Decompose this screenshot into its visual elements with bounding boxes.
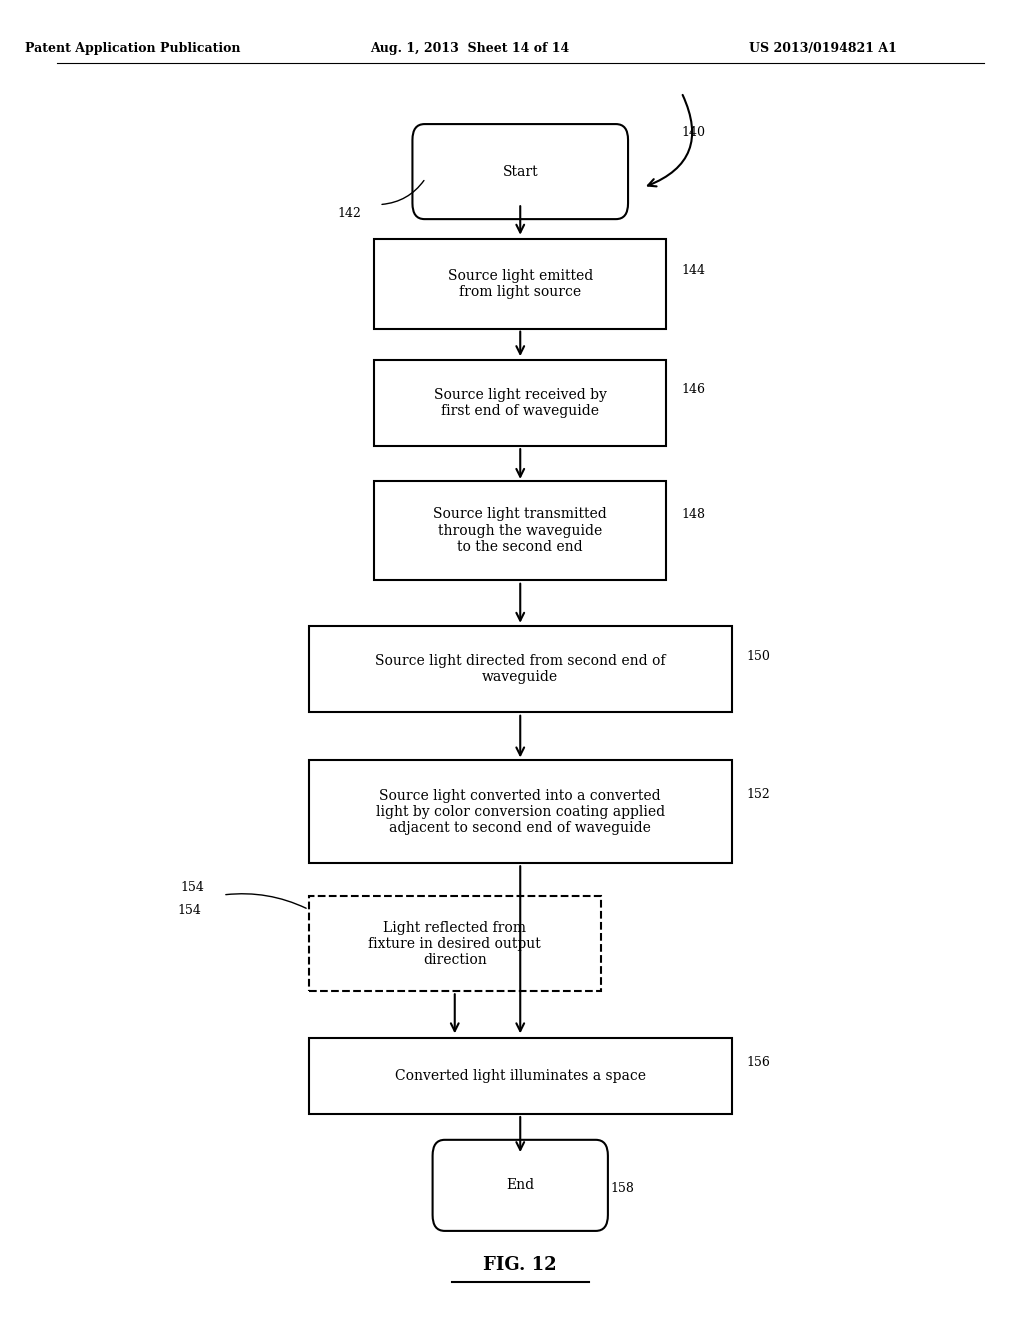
Text: FIG. 12: FIG. 12 — [483, 1255, 557, 1274]
Text: US 2013/0194821 A1: US 2013/0194821 A1 — [749, 42, 896, 55]
Bar — [308, 896, 601, 991]
Text: 144: 144 — [681, 264, 706, 277]
Text: Source light emitted
from light source: Source light emitted from light source — [447, 269, 593, 298]
Text: End: End — [506, 1179, 535, 1192]
Bar — [308, 760, 732, 863]
Bar — [374, 482, 667, 581]
Text: Start: Start — [503, 165, 538, 178]
Text: Light reflected from
fixture in desired output
direction: Light reflected from fixture in desired … — [369, 920, 541, 968]
FancyBboxPatch shape — [432, 1139, 608, 1230]
Text: 154: 154 — [178, 904, 202, 917]
Text: 148: 148 — [681, 508, 706, 521]
Text: 140: 140 — [681, 125, 706, 139]
Text: Source light converted into a converted
light by color conversion coating applie: Source light converted into a converted … — [376, 788, 665, 836]
Text: Aug. 1, 2013  Sheet 14 of 14: Aug. 1, 2013 Sheet 14 of 14 — [371, 42, 569, 55]
Text: 152: 152 — [746, 788, 771, 801]
Text: Patent Application Publication: Patent Application Publication — [25, 42, 240, 55]
Bar — [374, 239, 667, 329]
Text: 142: 142 — [337, 207, 360, 220]
Text: Source light directed from second end of
waveguide: Source light directed from second end of… — [375, 655, 666, 684]
Bar — [374, 359, 667, 446]
Bar — [308, 1038, 732, 1114]
Bar — [308, 626, 732, 713]
Text: 146: 146 — [681, 383, 706, 396]
Text: Source light received by
first end of waveguide: Source light received by first end of wa… — [434, 388, 606, 417]
Text: 154: 154 — [181, 880, 205, 894]
Text: Converted light illuminates a space: Converted light illuminates a space — [394, 1069, 646, 1082]
Text: 156: 156 — [746, 1056, 771, 1069]
Text: 158: 158 — [611, 1181, 635, 1195]
Text: 150: 150 — [746, 649, 771, 663]
Text: Source light transmitted
through the waveguide
to the second end: Source light transmitted through the wav… — [433, 507, 607, 554]
FancyBboxPatch shape — [413, 124, 628, 219]
